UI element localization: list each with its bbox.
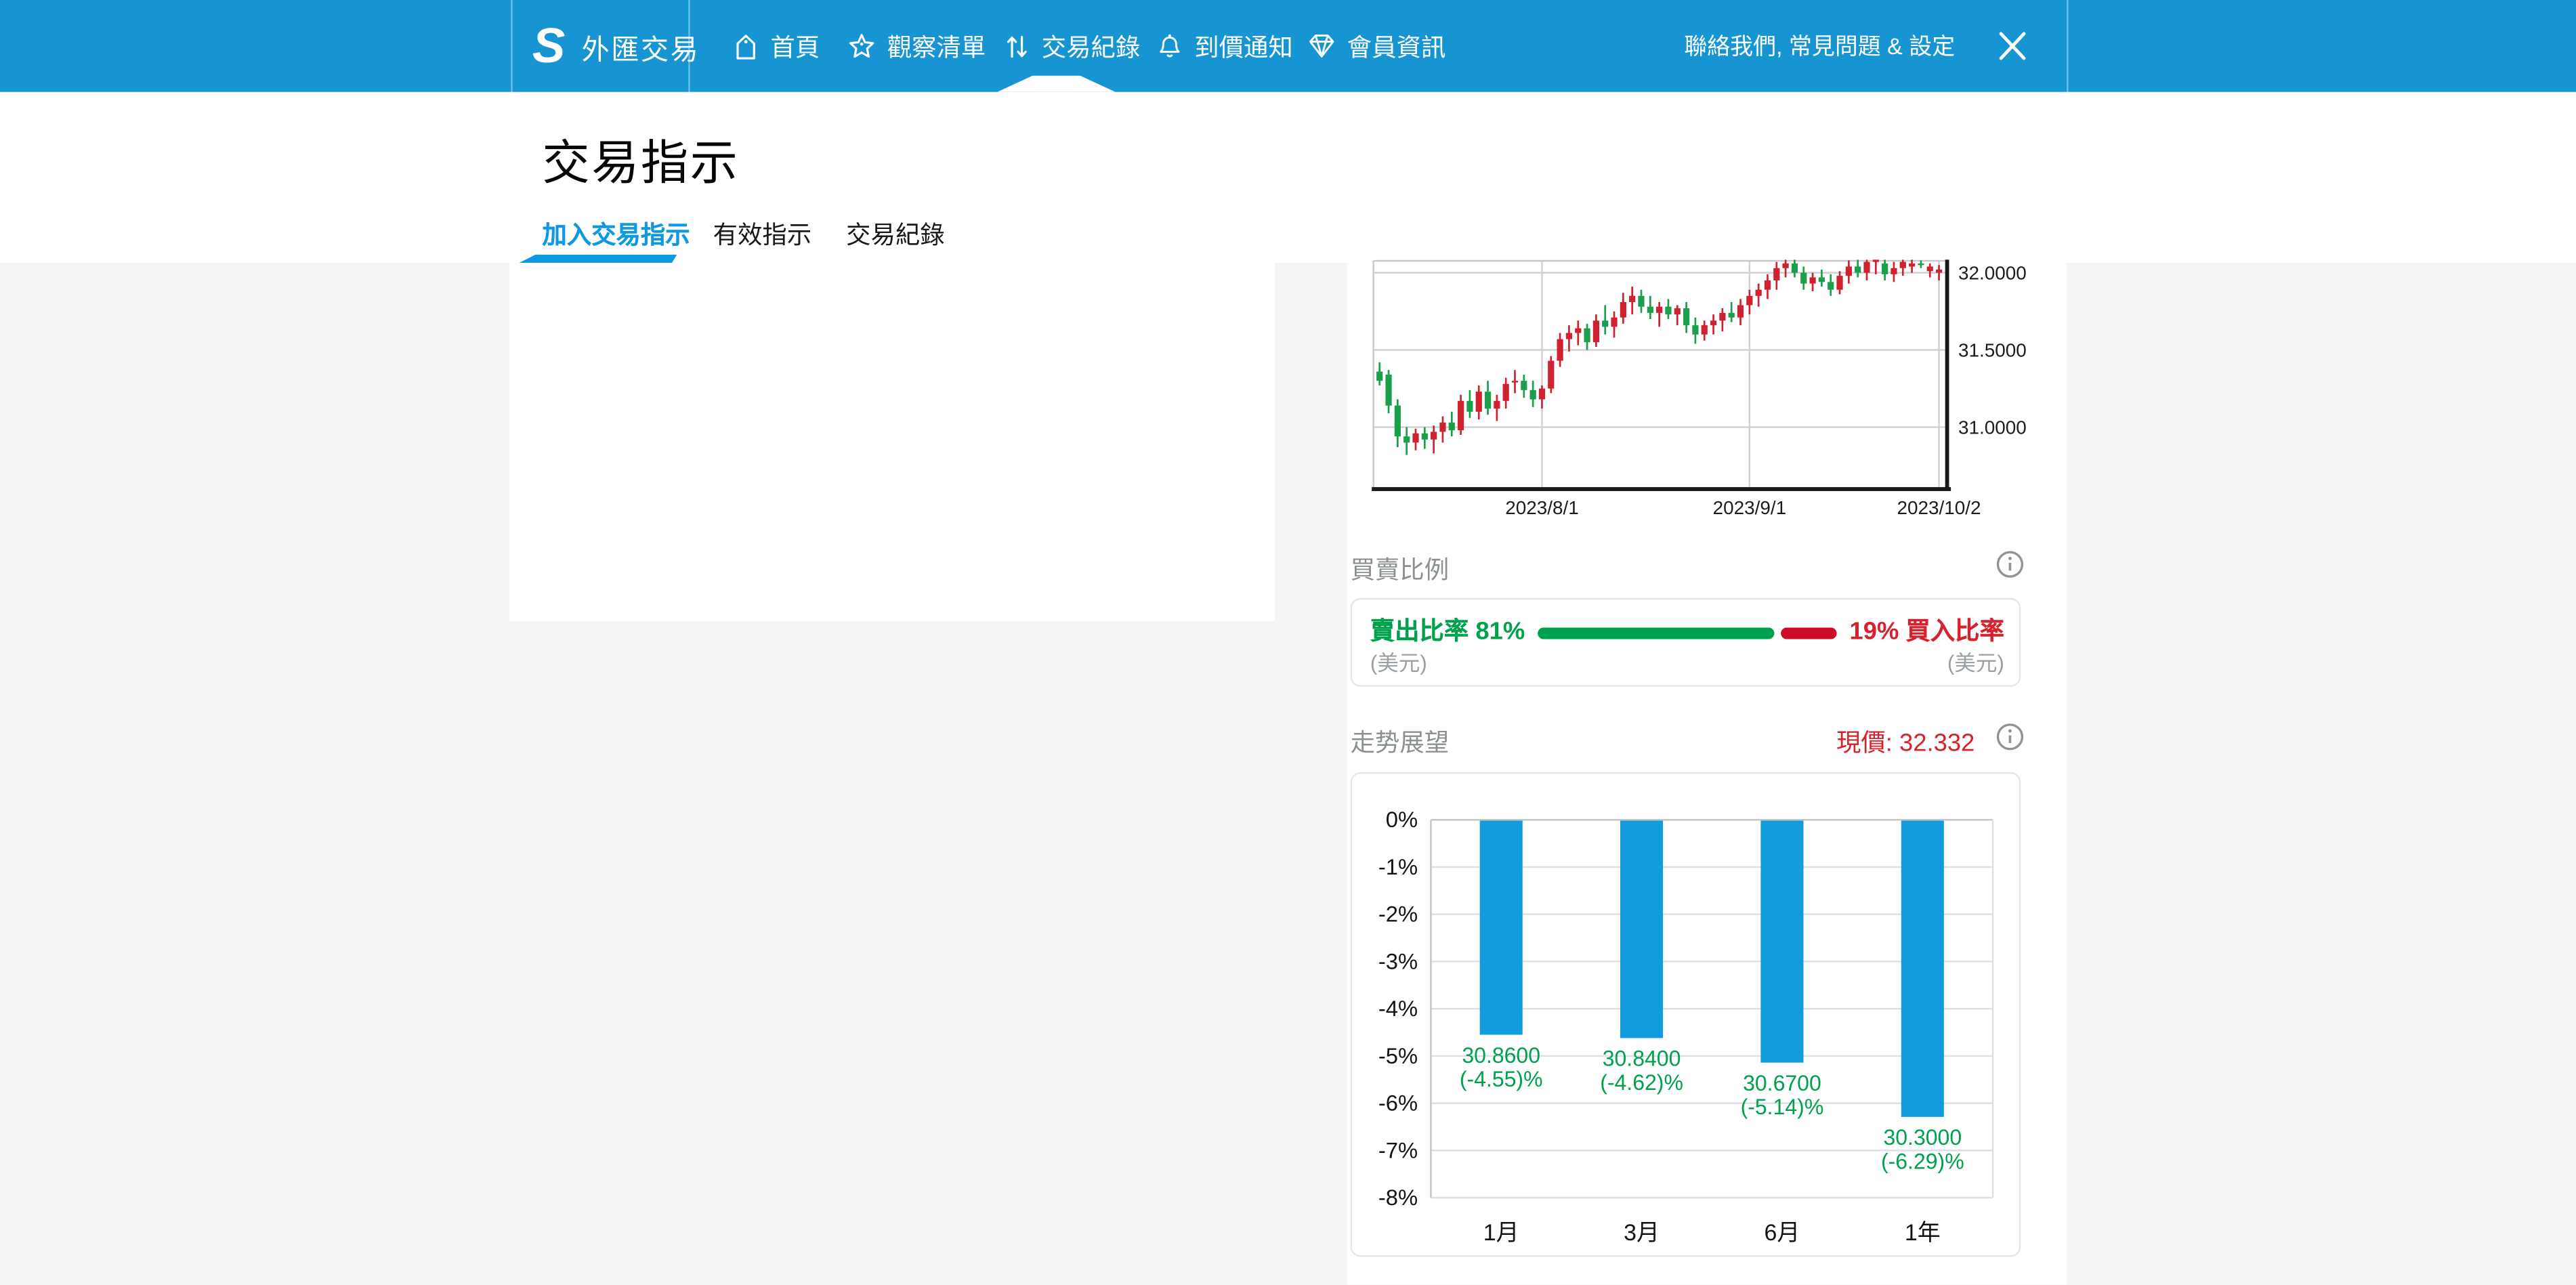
candlestick-chart: 32.0000 31.5000 31.0000 2023/8/1 2023/9/1 202… bbox=[1372, 259, 2027, 518]
svg-text:-1%: -1% bbox=[1378, 854, 1418, 879]
page-header: 交易指示 加入交易指示 有效指示 交易紀錄 bbox=[0, 91, 2576, 264]
header-divider bbox=[688, 0, 690, 92]
buy-ratio-label: 19% 買入比率 bbox=[1849, 617, 2004, 646]
gem-icon bbox=[1309, 35, 1334, 58]
svg-text:32.0000: 32.0000 bbox=[1958, 262, 2027, 283]
buy-currency-label: (美元) bbox=[1947, 650, 2004, 675]
svg-text:6月: 6月 bbox=[1765, 1220, 1800, 1246]
sell-ratio-label: 賣出比率 81% bbox=[1370, 617, 1525, 646]
svg-text:-8%: -8% bbox=[1378, 1185, 1418, 1210]
svg-text:30.8400: 30.8400 bbox=[1603, 1047, 1681, 1071]
brand: S 外匯交易 bbox=[529, 0, 700, 92]
header-divider bbox=[2067, 0, 2069, 92]
buy-sell-ratio-card: 賣出比率 81% (美元) 19% 買入比率 (美元) bbox=[1350, 597, 2021, 687]
svg-text:3月: 3月 bbox=[1624, 1220, 1660, 1246]
svg-text:(-4.55)%: (-4.55)% bbox=[1460, 1067, 1543, 1091]
bank-logo-icon: S bbox=[532, 20, 566, 72]
nav-item-home[interactable]: 首頁 bbox=[733, 0, 820, 92]
nav-item-trade-records[interactable]: 交易紀錄 bbox=[1004, 0, 1140, 92]
svg-text:-4%: -4% bbox=[1378, 996, 1418, 1021]
svg-text:-7%: -7% bbox=[1378, 1137, 1418, 1162]
contact-settings-label: 聯絡我們, 常見問題 & 設定 bbox=[1684, 33, 1956, 60]
svg-text:(-6.29)%: (-6.29)% bbox=[1881, 1149, 1964, 1173]
svg-text:30.6700: 30.6700 bbox=[1743, 1071, 1821, 1095]
home-tag-icon bbox=[736, 34, 755, 59]
active-tab-underline bbox=[519, 255, 677, 263]
nav-label: 到價通知 bbox=[1194, 33, 1293, 62]
contact-settings-link[interactable]: 聯絡我們, 常見問題 & 設定 bbox=[1684, 0, 1955, 92]
header-divider bbox=[511, 0, 513, 92]
svg-text:(-4.62)%: (-4.62)% bbox=[1600, 1070, 1683, 1095]
nav-label: 觀察清單 bbox=[887, 33, 986, 62]
tab-trade-history[interactable]: 交易紀錄 bbox=[846, 222, 945, 250]
current-price-label: 現價: 32.332 bbox=[1836, 729, 1975, 758]
trend-outlook-card: 0% -1% -2% -3% -4% -5% -6% -7% -8% 30.8600 (-4.55)… bbox=[1350, 772, 2021, 1257]
svg-text:1年: 1年 bbox=[1905, 1220, 1941, 1246]
svg-text:30.3000: 30.3000 bbox=[1883, 1125, 1962, 1150]
svg-text:31.5000: 31.5000 bbox=[1958, 339, 2027, 360]
info-icon[interactable] bbox=[1996, 551, 2024, 578]
svg-text:-3%: -3% bbox=[1378, 948, 1418, 973]
star-icon bbox=[849, 33, 874, 57]
buy-ratio-bar bbox=[1781, 627, 1837, 639]
order-form-panel bbox=[509, 263, 1275, 621]
buy-sell-ratio-title: 買賣比例 bbox=[1350, 557, 1450, 585]
tab-add-trade-order[interactable]: 加入交易指示 bbox=[542, 222, 690, 250]
svg-text:(-5.14)%: (-5.14)% bbox=[1741, 1095, 1824, 1119]
sell-ratio-bar bbox=[1538, 627, 1775, 639]
svg-text:-2%: -2% bbox=[1378, 902, 1418, 927]
info-icon[interactable] bbox=[1996, 723, 2024, 751]
outlook-bar-chart: 0% -1% -2% -3% -4% -5% -6% -7% -8% 30.8600(-4.55)… bbox=[1378, 807, 1994, 1246]
nav-item-member-info[interactable]: 會員資訊 bbox=[1308, 0, 1446, 92]
svg-text:2023/8/1: 2023/8/1 bbox=[1505, 497, 1579, 518]
trend-outlook-title: 走势展望 bbox=[1350, 729, 1450, 758]
up-down-arrows-icon bbox=[1007, 35, 1027, 58]
nav-label: 首頁 bbox=[770, 33, 820, 62]
nav-item-watchlist[interactable]: 觀察清單 bbox=[847, 0, 986, 92]
nav-item-price-alerts[interactable]: 到價通知 bbox=[1156, 0, 1293, 92]
bell-icon bbox=[1160, 34, 1180, 58]
svg-text:-5%: -5% bbox=[1378, 1043, 1418, 1068]
tab-active-orders[interactable]: 有效指示 bbox=[713, 222, 812, 250]
svg-text:S: S bbox=[532, 20, 566, 72]
svg-text:2023/9/1: 2023/9/1 bbox=[1713, 497, 1787, 518]
nav-label: 會員資訊 bbox=[1347, 33, 1446, 62]
svg-text:1月: 1月 bbox=[1483, 1220, 1519, 1246]
svg-text:30.8600: 30.8600 bbox=[1462, 1043, 1540, 1068]
page-title: 交易指示 bbox=[542, 138, 740, 191]
svg-text:-6%: -6% bbox=[1378, 1091, 1418, 1116]
brand-label: 外匯交易 bbox=[581, 33, 700, 65]
svg-text:31.0000: 31.0000 bbox=[1958, 417, 2027, 438]
close-icon[interactable] bbox=[1996, 30, 2029, 63]
svg-text:0%: 0% bbox=[1386, 807, 1418, 832]
top-navigation-bar: S 外匯交易 首頁 觀察清單 交易紀 bbox=[0, 0, 2576, 92]
svg-text:2023/10/2: 2023/10/2 bbox=[1897, 497, 1981, 518]
nav-label: 交易紀錄 bbox=[1041, 33, 1141, 62]
sell-currency-label: (美元) bbox=[1370, 650, 1427, 675]
